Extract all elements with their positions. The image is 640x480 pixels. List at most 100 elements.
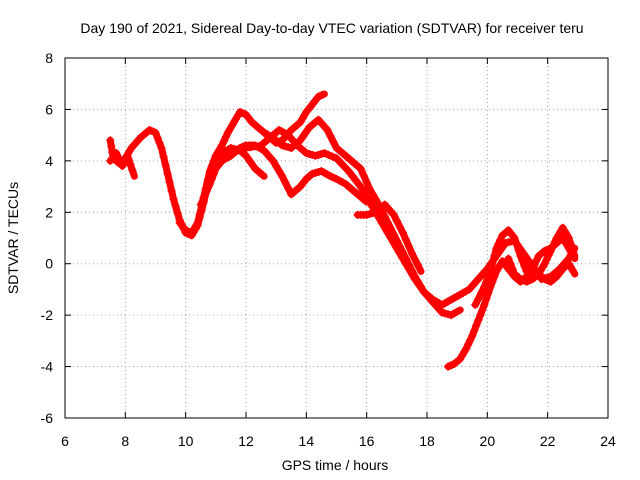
plus-marker [518,257,527,266]
plus-marker [216,150,225,159]
plus-marker [568,266,577,275]
plus-marker [275,167,284,176]
plus-marker [359,187,368,196]
plus-marker [380,212,389,221]
y-tick-label: -6 [41,410,54,426]
plus-marker [474,294,483,303]
plus-marker [169,195,178,204]
plus-marker [546,246,555,255]
series-track [504,255,579,286]
plus-marker [247,143,256,152]
plus-marker [352,177,361,186]
plus-marker [336,147,345,156]
plus-marker [488,259,497,268]
x-tick-label: 20 [480,433,496,449]
x-tick-label: 12 [238,433,254,449]
plus-marker [514,246,523,254]
plus-marker [217,141,226,150]
plus-marker [550,238,559,247]
plus-marker [512,240,521,248]
plus-marker [398,228,407,237]
plus-marker [480,300,489,309]
plus-marker [173,209,182,218]
plus-marker [344,154,353,163]
plus-marker [207,174,216,183]
plus-marker [480,282,489,291]
plus-marker [302,127,311,136]
plus-marker [344,167,353,176]
plus-marker [464,340,473,349]
y-tick-label: 0 [45,256,53,272]
plus-marker [171,202,180,211]
plus-marker [116,157,125,166]
plus-marker [348,157,357,166]
x-tick-label: 6 [61,433,69,449]
plus-marker [112,149,121,158]
plus-marker [392,236,401,245]
plus-marker [564,234,573,242]
plus-marker [153,133,162,142]
plus-marker [257,169,266,178]
plus-marker [323,126,332,134]
plus-marker [392,216,401,225]
y-tick-label: 4 [45,153,53,169]
plus-marker [167,186,176,195]
plot-series [106,90,579,371]
plus-marker [490,252,499,260]
plus-marker [494,240,503,248]
series-track-7 [444,234,579,371]
plus-marker [528,264,537,273]
plus-marker [474,316,483,325]
plus-marker [221,150,230,158]
x-tick-label: 14 [299,433,315,449]
plus-marker [504,254,513,263]
plus-marker [165,178,174,187]
plus-marker [401,254,410,263]
plus-marker [466,336,475,344]
plus-marker [350,187,359,196]
plus-marker [506,259,515,268]
plus-marker [161,161,170,170]
plus-marker [484,288,493,297]
plus-marker [410,272,419,281]
plus-marker [413,277,422,286]
plus-marker [269,156,278,165]
plus-marker [462,344,471,353]
plus-marker [332,144,341,152]
x-tick-label: 16 [359,433,375,449]
plus-marker [219,137,228,146]
plus-marker [348,172,357,181]
plus-marker [124,154,133,163]
plus-marker [371,195,380,204]
plus-marker [157,144,166,152]
plus-marker [407,249,416,258]
plus-marker [356,182,365,191]
plus-marker [226,149,235,158]
plus-marker [236,145,245,154]
plus-marker [516,252,525,260]
plus-marker [544,251,553,260]
plus-marker [470,326,479,335]
x-tick-label: 22 [540,433,556,449]
plus-marker [482,277,491,286]
plus-marker [389,210,398,219]
plus-marker [362,192,371,201]
plus-marker [299,132,308,140]
plus-marker [252,142,261,151]
x-axis-label: GPS time / hours [282,457,389,473]
plus-marker [365,185,374,194]
plus-marker [196,200,205,209]
plus-marker [468,331,477,340]
plus-marker [193,218,202,227]
x-tick-label: 8 [121,433,129,449]
plus-marker [540,259,549,268]
plus-marker [395,242,404,251]
plus-marker [114,153,123,162]
plus-marker [332,154,341,163]
plus-marker [477,288,486,297]
plus-marker [510,234,519,242]
plus-marker [478,306,487,314]
plus-marker [107,142,116,151]
plus-marker [248,160,257,169]
plus-marker [352,161,361,170]
